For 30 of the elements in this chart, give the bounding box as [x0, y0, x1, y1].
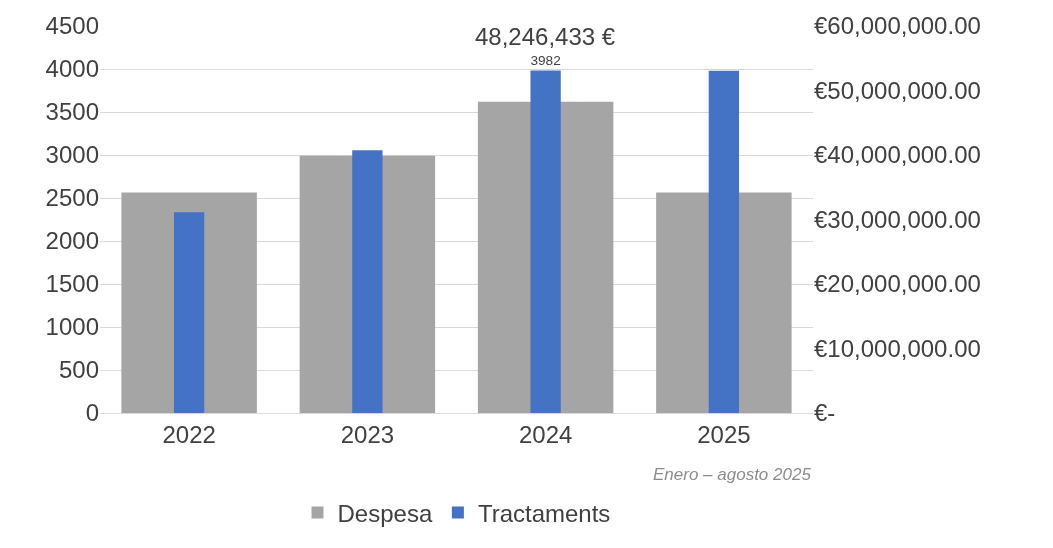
- legend-label: Tractaments: [477, 499, 611, 527]
- y-tick-label: 0: [85, 399, 99, 427]
- x-tick-label: 2024: [518, 420, 573, 448]
- bar: [173, 212, 205, 413]
- bar: [352, 150, 383, 413]
- y2-tick-label: €50,000,000.00: [814, 76, 981, 104]
- data-label: 3982: [530, 52, 561, 68]
- y-tick-label: 4000: [45, 55, 99, 83]
- y2-tick-label: €60,000,000.00: [814, 12, 981, 40]
- y-tick-label: 3000: [45, 141, 99, 169]
- y-tick-label: 1000: [45, 313, 99, 341]
- y2-tick-label: €10,000,000.00: [814, 334, 981, 362]
- y-tick-label: 4500: [45, 12, 99, 40]
- y-tick-label: 500: [58, 356, 99, 384]
- y-tick-label: 1500: [45, 270, 99, 298]
- legend-label: Despesa: [337, 499, 433, 527]
- bar: [708, 70, 740, 413]
- y2-tick-label: €40,000,000.00: [814, 141, 981, 169]
- text: Enero – agosto 2025: [653, 465, 812, 484]
- x-tick-label: 2023: [340, 420, 395, 448]
- bar: [530, 70, 561, 413]
- y-tick-label: 3500: [45, 98, 99, 126]
- x-tick-label: 2025: [697, 420, 751, 448]
- y2-tick-label: €30,000,000.00: [814, 205, 981, 233]
- data-label: 48,246,433 €: [475, 23, 616, 50]
- y2-tick-label: €-: [814, 399, 836, 427]
- y-tick-label: 2500: [45, 184, 99, 212]
- y-tick-label: 2000: [45, 227, 99, 255]
- x-tick-label: 2022: [162, 420, 216, 448]
- y2-tick-label: €20,000,000.00: [814, 270, 981, 298]
